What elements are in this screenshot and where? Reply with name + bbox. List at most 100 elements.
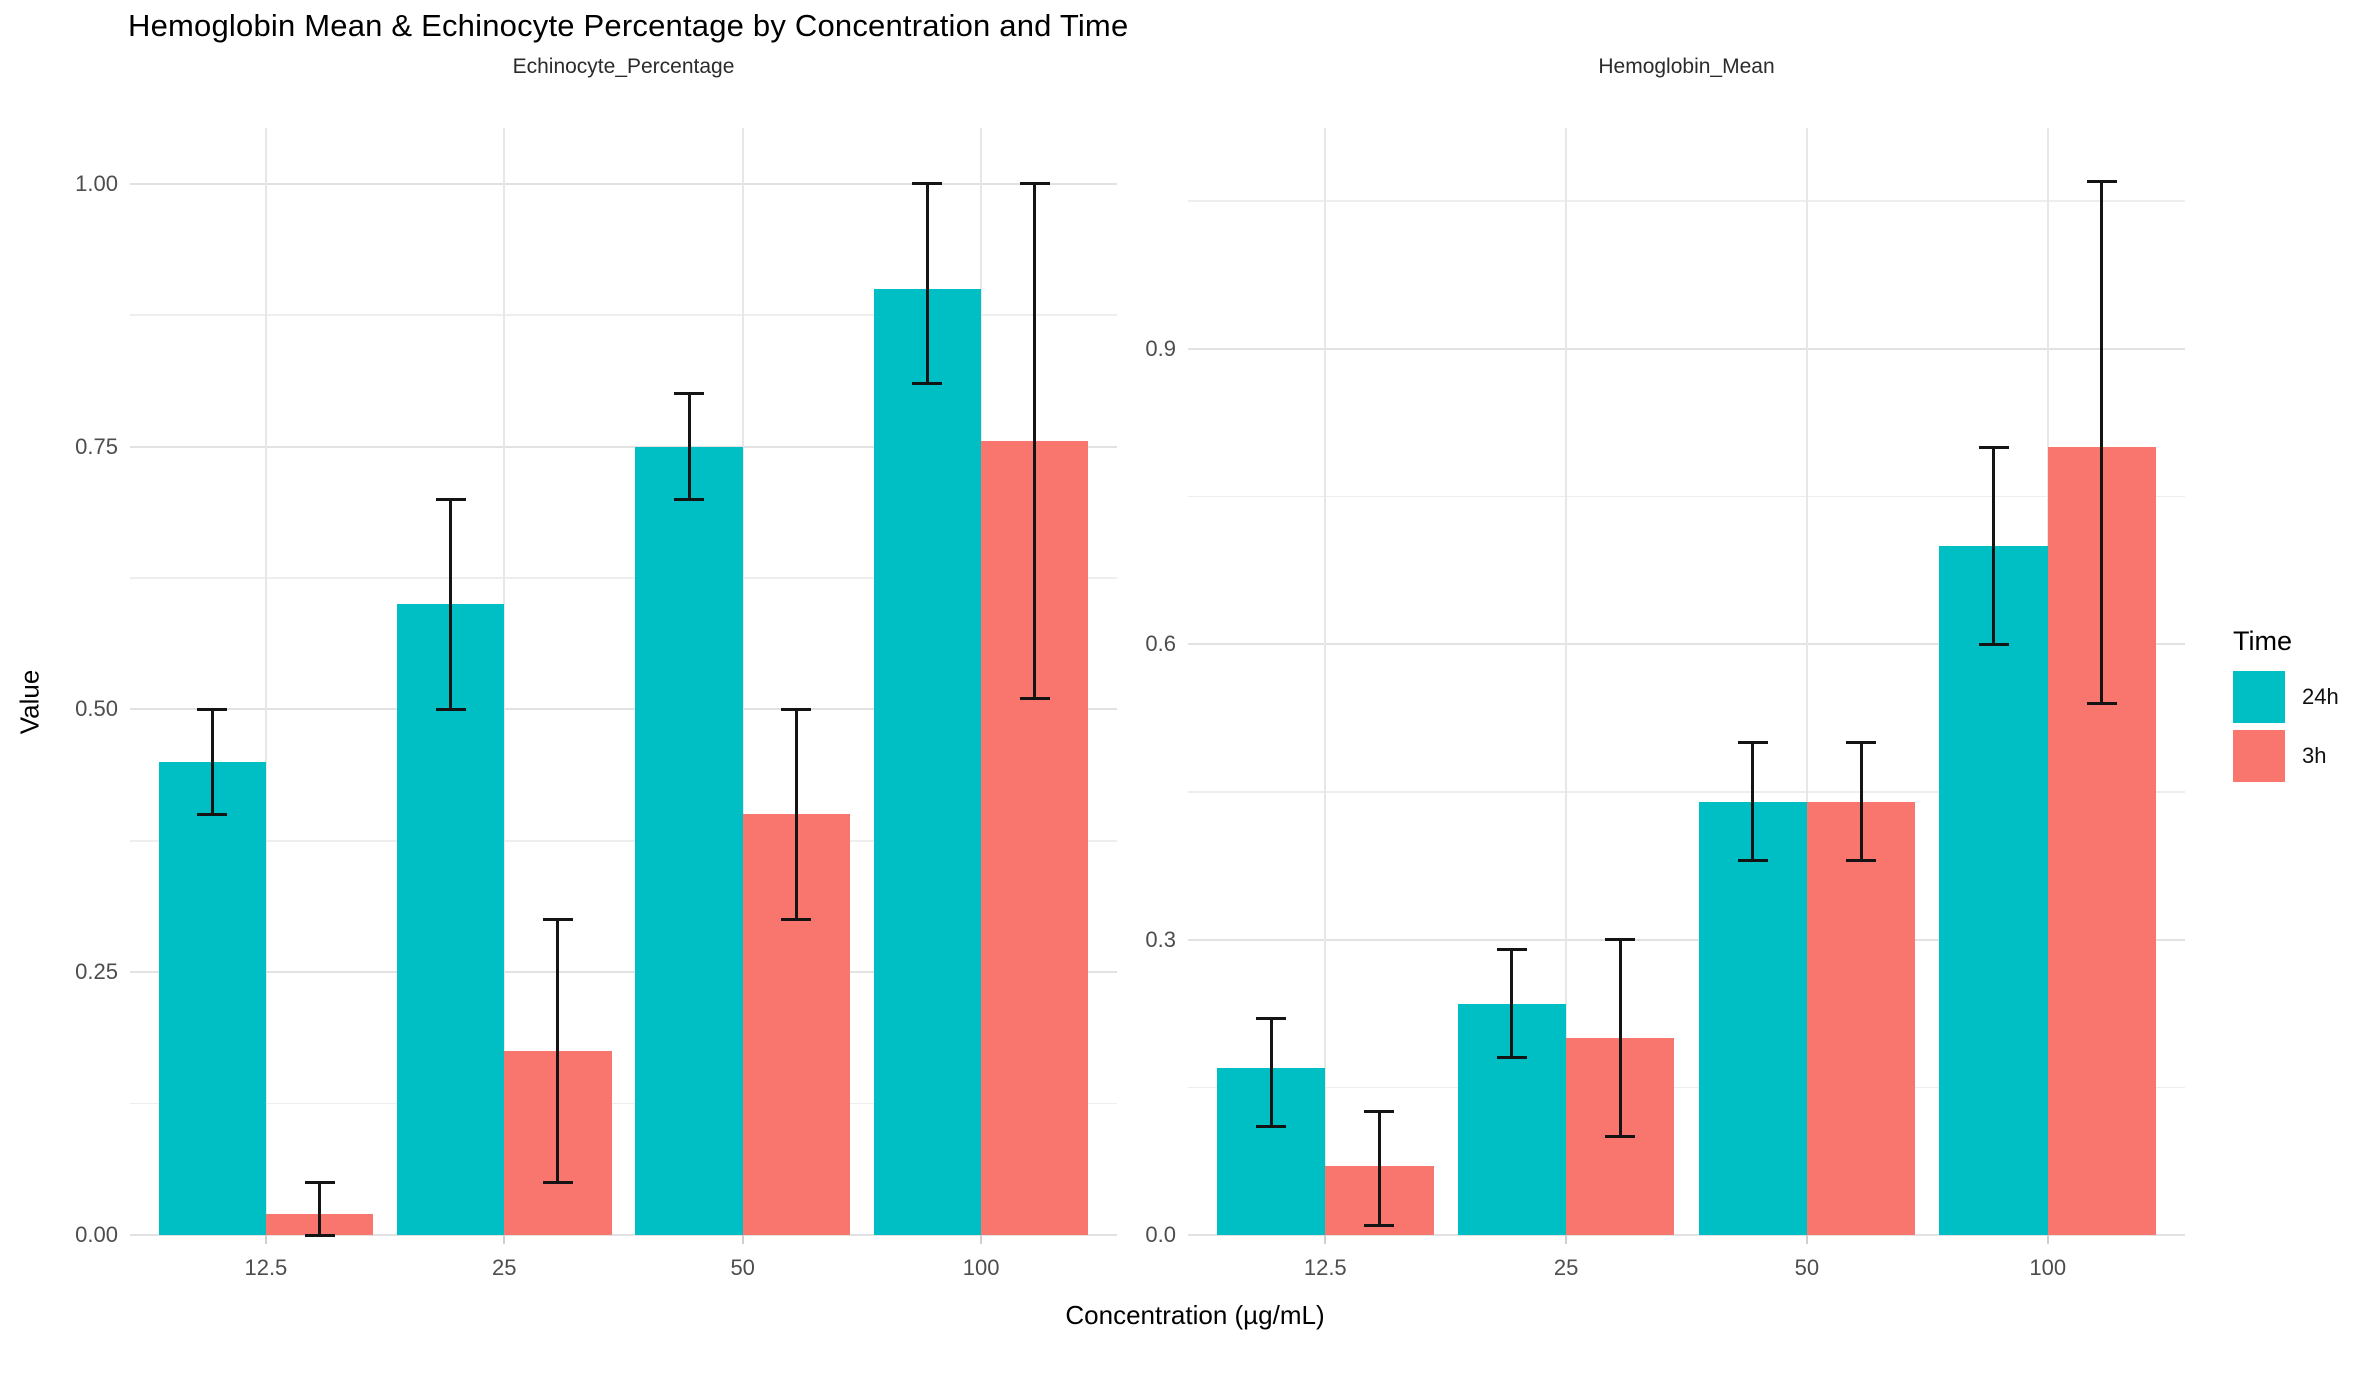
x-tick-mark — [1805, 1235, 1808, 1244]
x-tick-label: 100 — [2029, 1255, 2067, 1280]
error-bar-cap-top — [1978, 445, 2009, 449]
gridline-major — [1188, 938, 2185, 941]
x-tick-mark — [503, 1235, 506, 1244]
error-bar-3h-25 — [1618, 939, 1622, 1137]
error-bar-cap-top — [781, 707, 812, 711]
error-bar-cap-bottom — [1846, 859, 1877, 863]
error-bar-cap-top — [1496, 947, 1527, 951]
x-tick-mark — [1565, 1235, 1568, 1244]
y-tick-label: 0.00 — [75, 1222, 118, 1247]
error-bar-cap-bottom — [781, 918, 812, 922]
gridline-minor — [1188, 1086, 2185, 1089]
bar-3h-50 — [1806, 801, 1916, 1235]
y-tick-label: 0.50 — [75, 696, 118, 722]
chart-title: Hemoglobin Mean & Echinocyte Percentage … — [128, 8, 1129, 43]
gridline-vertical — [1565, 128, 1568, 1235]
x-tick-label: 50 — [1794, 1255, 1820, 1280]
error-bar-24h-25 — [449, 499, 453, 710]
bar-24h-50 — [1698, 801, 1807, 1235]
legend-item-24h: 24h — [2233, 671, 2339, 723]
error-bar-cap-top — [912, 182, 943, 186]
gridline-major — [130, 708, 1117, 711]
x-tick-mark — [741, 1235, 744, 1244]
y-tick-label: 0.25 — [75, 959, 118, 985]
facet-strip-echinocyte: Echinocyte_Percentage — [512, 55, 735, 78]
error-bar-3h-12.5 — [1377, 1111, 1381, 1226]
gridline-minor — [130, 840, 1117, 842]
error-bar-cap-bottom — [1605, 1135, 1636, 1138]
facet-strip-hemoglobin: Hemoglobin_Mean — [1598, 55, 1775, 78]
error-bar-24h-50 — [687, 393, 691, 500]
legend-swatch-24h — [2233, 671, 2285, 723]
x-tick-label: 50 — [730, 1255, 755, 1280]
x-tick-mark — [2046, 1235, 2049, 1244]
error-bar-24h-25 — [1510, 949, 1514, 1058]
error-bar-cap-top — [435, 497, 466, 501]
gridline-major — [130, 1234, 1117, 1236]
bar-24h-100 — [873, 288, 982, 1235]
y-tick-label: 0.0 — [1145, 1222, 1176, 1247]
error-bar-24h-12.5 — [1269, 1018, 1273, 1127]
error-bar-3h-12.5 — [318, 1182, 322, 1235]
error-bar-24h-100 — [1992, 447, 1996, 645]
legend-title: Time — [2233, 626, 2292, 656]
gridline-minor — [130, 577, 1117, 579]
error-bar-cap-top — [1364, 1110, 1395, 1114]
legend-label-3h: 3h — [2302, 743, 2327, 768]
legend-swatch-3h — [2233, 730, 2285, 782]
x-tick-label: 25 — [1553, 1255, 1579, 1280]
error-bar-cap-bottom — [1978, 642, 2009, 646]
error-bar-cap-bottom — [1737, 859, 1768, 863]
x-tick-mark — [980, 1235, 983, 1244]
error-bar-cap-bottom — [674, 497, 705, 501]
error-bar-24h-100 — [925, 183, 929, 384]
x-tick-label: 100 — [962, 1255, 1000, 1280]
error-bar-3h-100 — [2100, 181, 2104, 704]
gridline-vertical — [264, 128, 267, 1235]
error-bar-cap-bottom — [197, 812, 228, 816]
error-bar-cap-bottom — [304, 1233, 335, 1237]
x-tick-mark — [264, 1235, 267, 1244]
error-bar-cap-bottom — [1019, 697, 1050, 701]
error-bar-3h-100 — [1033, 183, 1037, 699]
error-bar-cap-top — [197, 707, 228, 711]
error-bar-cap-bottom — [1256, 1125, 1287, 1129]
y-tick-label: 1.00 — [75, 170, 118, 196]
facet-panel-hemoglobin — [1188, 128, 2185, 1236]
y-tick-label: 0.6 — [1145, 631, 1176, 657]
gridline-major — [1188, 643, 2185, 646]
legend: Time 24h 3h — [2233, 626, 2339, 789]
error-bar-cap-bottom — [912, 381, 943, 385]
y-tick-label: 0.3 — [1145, 926, 1176, 952]
gridline-minor — [130, 1102, 1117, 1105]
x-tick-label: 12.5 — [1303, 1255, 1347, 1280]
x-axis-title: Concentration (µg/mL) — [1065, 1300, 1325, 1330]
bar-24h-50 — [635, 446, 743, 1235]
error-bar-cap-top — [542, 918, 573, 922]
gridline-vertical — [741, 128, 744, 1235]
gridline-major — [130, 182, 1117, 185]
error-bar-cap-top — [1256, 1016, 1287, 1020]
gridline-major — [1188, 347, 2185, 350]
gridline-minor — [1188, 791, 2185, 793]
error-bar-cap-bottom — [542, 1180, 573, 1184]
legend-label-24h: 24h — [2302, 684, 2339, 709]
error-bar-cap-top — [1846, 741, 1877, 745]
facet-panel-echinocyte — [130, 128, 1117, 1237]
error-bar-cap-top — [674, 392, 705, 396]
gridline-vertical — [1324, 128, 1327, 1235]
y-tick-label: 0.75 — [75, 433, 118, 459]
error-bar-cap-top — [1605, 938, 1636, 942]
gridline-minor — [130, 314, 1117, 316]
error-bar-24h-12.5 — [210, 709, 214, 815]
bar-24h-100 — [1939, 545, 2048, 1235]
gridline-minor — [1188, 200, 2185, 202]
error-bar-cap-bottom — [435, 707, 466, 711]
bar-24h-12.5 — [158, 761, 266, 1235]
error-bar-cap-top — [2086, 179, 2117, 183]
error-bar-cap-top — [1737, 741, 1768, 745]
y-tick-label: 0.9 — [1145, 335, 1176, 361]
gridline-major — [130, 445, 1117, 448]
gridline-major — [130, 971, 1117, 974]
